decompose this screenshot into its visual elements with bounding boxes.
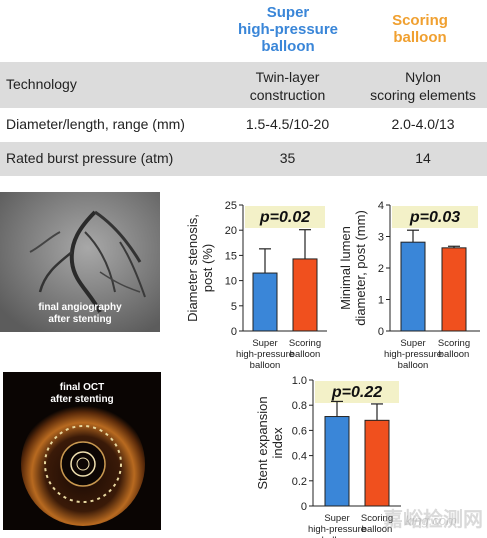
y-axis-label-line: index bbox=[270, 427, 285, 459]
y-axis-label-line: Diameter stenosis, bbox=[185, 214, 200, 322]
row-value-super: Twin-layer construction bbox=[230, 68, 345, 104]
value-line: scoring elements bbox=[370, 87, 476, 103]
watermark-url: king.com bbox=[404, 513, 457, 528]
p-value-label: p=0.03 bbox=[409, 209, 460, 226]
category-label: Scoring balloon bbox=[361, 513, 393, 535]
category-label-line: balloon bbox=[362, 524, 393, 535]
p-value-label: p=0.02 bbox=[259, 209, 310, 226]
header-line: balloon bbox=[261, 38, 315, 55]
category-label-line: Super bbox=[400, 338, 425, 349]
y-tick-label: 0.8 bbox=[292, 400, 307, 412]
y-tick-label: 3 bbox=[378, 232, 384, 244]
category-label-line: high-pressure bbox=[384, 349, 442, 360]
y-axis-label: Stent expansionindex bbox=[255, 396, 285, 489]
y-tick-label: 0 bbox=[301, 501, 307, 513]
category-label-line: balloon bbox=[250, 360, 281, 371]
category-label-line: balloon bbox=[322, 535, 353, 538]
value-line: Twin-layer bbox=[255, 69, 320, 85]
category-label-line: high-pressure bbox=[308, 524, 366, 535]
category-label-line: Scoring bbox=[289, 338, 321, 349]
p-value-box bbox=[315, 381, 399, 403]
p-value-box bbox=[245, 206, 325, 228]
y-axis-label-line: Minimal lumen bbox=[340, 226, 353, 310]
y-axis-label-line: Stent expansion bbox=[255, 396, 270, 489]
bar bbox=[252, 272, 278, 332]
category-label-line: balloon bbox=[290, 349, 321, 360]
y-axis-label-line: post (%) bbox=[200, 244, 215, 292]
value-line: construction bbox=[249, 87, 326, 103]
y-tick-label: 2 bbox=[378, 263, 384, 275]
category-label-line: Super bbox=[252, 338, 277, 349]
value-line: Nylon bbox=[405, 69, 441, 85]
oct-rings bbox=[3, 372, 161, 530]
row-value-scoring: 14 bbox=[415, 150, 431, 166]
y-tick-label: 1.0 bbox=[292, 375, 307, 387]
y-tick-label: 10 bbox=[225, 276, 237, 288]
label-line: after stenting bbox=[48, 314, 112, 325]
oct-image: final OCT after stenting bbox=[3, 372, 161, 530]
header-line: balloon bbox=[393, 29, 447, 46]
category-label-line: balloon bbox=[439, 349, 470, 360]
bar bbox=[441, 247, 467, 332]
y-tick-label: 1 bbox=[378, 295, 384, 307]
bar bbox=[324, 416, 350, 507]
angiography-image: final angiography after stenting bbox=[0, 192, 160, 332]
chart-stent-expansion-index: p=0.22 0 0.2 0.4 0.6 0.8 1.0 Stent expansionind… bbox=[255, 375, 401, 538]
y-tick-label: 0 bbox=[378, 326, 384, 338]
table-row-diameter-length: Diameter/length, range (mm) 1.5-4.5/10-2… bbox=[0, 108, 487, 142]
y-tick-label: 5 bbox=[231, 301, 237, 313]
p-value-box bbox=[392, 206, 478, 228]
y-tick-label: 0.2 bbox=[292, 476, 307, 488]
y-tick-label: 0 bbox=[231, 326, 237, 338]
label-line: final OCT bbox=[59, 382, 105, 393]
row-value-scoring: 2.0-4.0/13 bbox=[391, 116, 455, 132]
p-value-label: p=0.22 bbox=[331, 384, 382, 401]
category-label-line: Scoring bbox=[361, 513, 393, 524]
header-super-high-pressure: Super high-pressure balloon bbox=[226, 4, 350, 55]
header-line: Scoring bbox=[392, 12, 448, 29]
oct-label: final OCT after stenting bbox=[3, 382, 161, 406]
bar bbox=[292, 258, 318, 332]
table-row-rated-burst-pressure: Rated burst pressure (atm) 35 14 bbox=[0, 142, 487, 176]
chart-diameter-stenosis: p=0.02 0 5 10 15 20 25 Diameter stenosis,post (… bbox=[185, 200, 327, 371]
y-axis-label: Minimal lumendiameter, post (mm) bbox=[340, 210, 368, 326]
y-tick-label: 0.6 bbox=[292, 425, 307, 437]
category-label-line: Super bbox=[324, 513, 349, 524]
header-line: Super bbox=[266, 4, 310, 21]
category-label-line: high-pressure bbox=[236, 349, 294, 360]
row-value-scoring: Nylon scoring elements bbox=[370, 68, 476, 104]
category-label-line: balloon bbox=[398, 360, 429, 371]
row-label: Rated burst pressure (atm) bbox=[6, 150, 174, 166]
header-line: high-pressure bbox=[237, 21, 339, 38]
header-scoring: Scoring balloon bbox=[372, 12, 468, 46]
category-label: Scoring balloon bbox=[289, 338, 321, 360]
watermark: 嘉峪检测网 bbox=[383, 509, 483, 531]
row-value-super: 35 bbox=[279, 150, 296, 166]
y-axis-label: Diameter stenosis,post (%) bbox=[185, 214, 215, 322]
y-tick-label: 25 bbox=[225, 200, 237, 212]
table-row-technology: Technology Twin-layer construction Nylon… bbox=[0, 62, 487, 108]
label-line: after stenting bbox=[50, 394, 114, 405]
bar bbox=[364, 419, 390, 507]
y-tick-label: 4 bbox=[378, 200, 384, 212]
row-value-super: 1.5-4.5/10-20 bbox=[245, 116, 330, 132]
angiography-vessels bbox=[0, 192, 160, 332]
label-line: final angiography bbox=[38, 302, 122, 313]
row-label: Technology bbox=[6, 76, 77, 92]
y-tick-label: 20 bbox=[225, 225, 237, 237]
y-tick-label: 15 bbox=[225, 250, 237, 262]
category-label: Scoring balloon bbox=[438, 338, 470, 360]
chart-minimal-lumen-diameter: p=0.03 0 1 2 3 4 Minimal lumendiameter, post (… bbox=[340, 200, 480, 371]
bar bbox=[400, 241, 426, 332]
y-tick-label: 0.4 bbox=[292, 451, 307, 463]
angiography-label: final angiography after stenting bbox=[0, 302, 160, 326]
row-label: Diameter/length, range (mm) bbox=[6, 116, 185, 132]
y-axis-label-line: diameter, post (mm) bbox=[353, 210, 368, 326]
category-label-line: Scoring bbox=[438, 338, 470, 349]
